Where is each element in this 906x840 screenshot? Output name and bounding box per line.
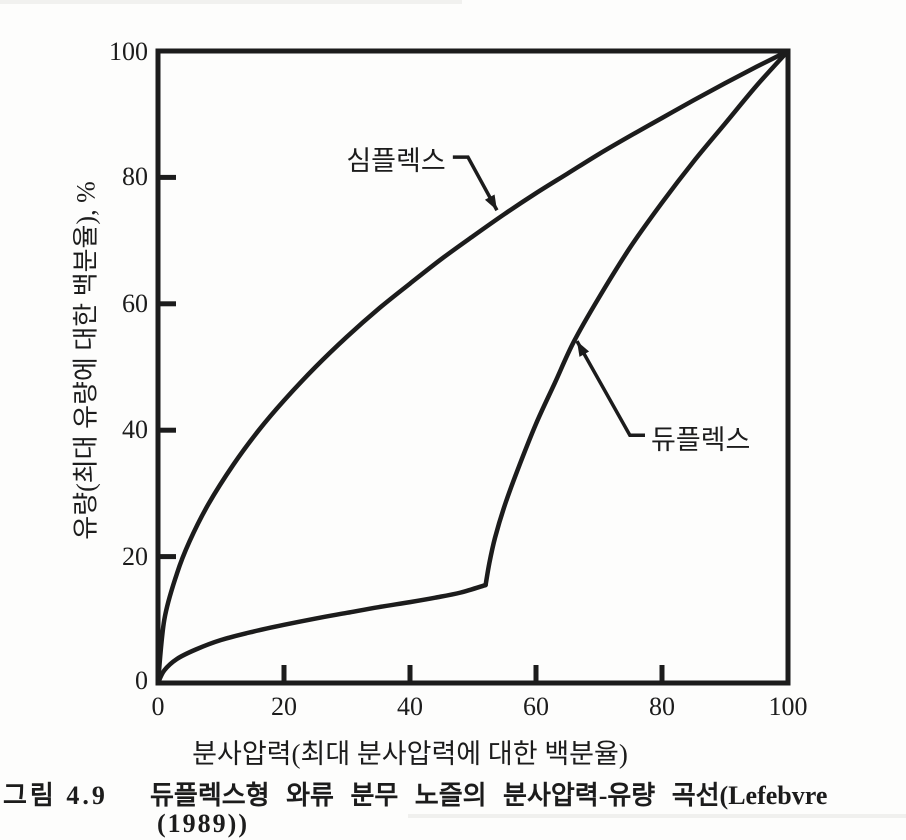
- caption-line2: (1989)): [157, 809, 249, 838]
- y-tick-label-60: 60: [122, 289, 148, 318]
- y-tick-label-40: 40: [122, 415, 148, 444]
- y-tick-label-100: 100: [109, 37, 148, 66]
- x-tick-label-100: 100: [768, 692, 808, 721]
- series-label-duplex: 듀플렉스: [651, 425, 751, 455]
- series-label-simplex: 심플렉스: [346, 146, 446, 176]
- figure-number: 그림 4.9: [3, 781, 108, 810]
- y-tick-label-20: 20: [122, 542, 148, 571]
- scan-artifact: [408, 814, 906, 818]
- x-tick-label-20: 20: [271, 692, 297, 721]
- scan-artifact: [0, 0, 462, 4]
- axes-box: [155, 48, 791, 686]
- y-tick-label-80: 80: [122, 162, 148, 191]
- x-tick-label-80: 80: [649, 692, 675, 721]
- x-tick-label-60: 60: [523, 692, 549, 721]
- leader-line-0: [452, 155, 499, 212]
- x-tick-label-0: 0: [151, 692, 165, 721]
- leader-line-1: [575, 340, 645, 438]
- caption-text: 듀플렉스형 와류 분무 노즐의 분사압력-유량 곡선(Lefebvre: [150, 781, 828, 810]
- x-axis-title: 분사압력(최대 분사압력에 대한 백분율): [192, 739, 628, 769]
- y-axis-title: 유량(최대 유량에 대한 백분율), %: [71, 181, 101, 540]
- leader-arrowhead-0: [484, 194, 497, 211]
- y-tick-label-0: 0: [135, 666, 148, 695]
- series-curve-1: [483, 48, 791, 588]
- x-tick-label-40: 40: [397, 692, 423, 721]
- series-curve-1: [155, 582, 488, 686]
- leader-arrowhead-1: [576, 341, 590, 357]
- series-curve-0: [155, 48, 791, 686]
